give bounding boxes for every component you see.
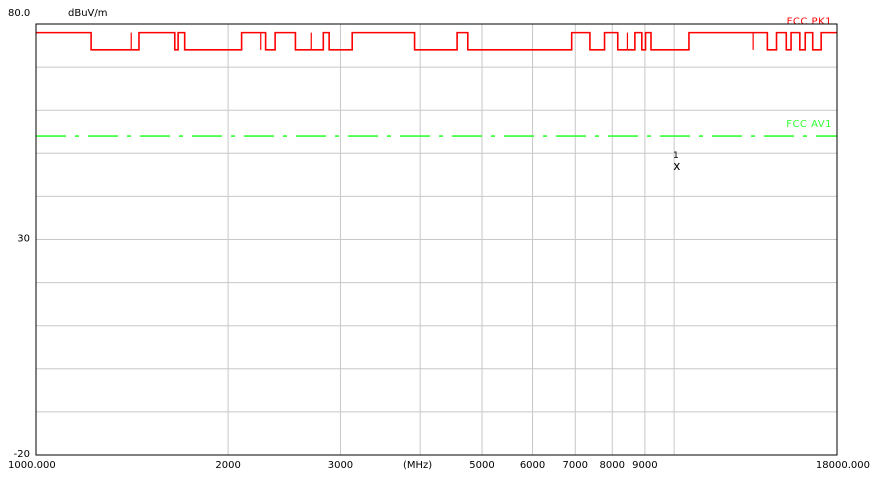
- x-tick-label: 2000: [215, 460, 240, 471]
- peak-limit-label: FCC PK1: [787, 17, 832, 28]
- x-tick-label: 6000: [520, 460, 545, 471]
- x-tick-label: 7000: [563, 460, 588, 471]
- y-axis-max-label: 80.0: [8, 8, 30, 19]
- x-axis-unit-label: (MHz): [403, 460, 432, 471]
- x-tick-label: 9000: [632, 460, 657, 471]
- x-tick-label: 5000: [469, 460, 494, 471]
- x-tick-label: 18000.000: [816, 460, 870, 471]
- y-tick-label: 30: [17, 234, 30, 245]
- x-tick-label: 1000.000: [8, 460, 56, 471]
- peak-trace-line: [36, 31, 837, 51]
- marker-x-symbol: x: [673, 159, 680, 173]
- average-limit-label: FCC AV1: [786, 119, 832, 130]
- labels: 80.0 dBuV/m (MHz) 1000.000 2000 3000 5000 60…: [8, 8, 870, 471]
- plot-frame: [35, 23, 838, 456]
- x-tick-label: 8000: [600, 460, 625, 471]
- y-tick-label: -20: [14, 449, 30, 460]
- y-axis-unit-label: dBuV/m: [68, 8, 108, 19]
- series: FCC PK1 FCC AV1: [36, 17, 837, 137]
- markers: 1x: [673, 151, 680, 173]
- grid: [36, 24, 837, 455]
- x-tick-label: 3000: [328, 460, 353, 471]
- marker-number-label: 1: [673, 151, 679, 161]
